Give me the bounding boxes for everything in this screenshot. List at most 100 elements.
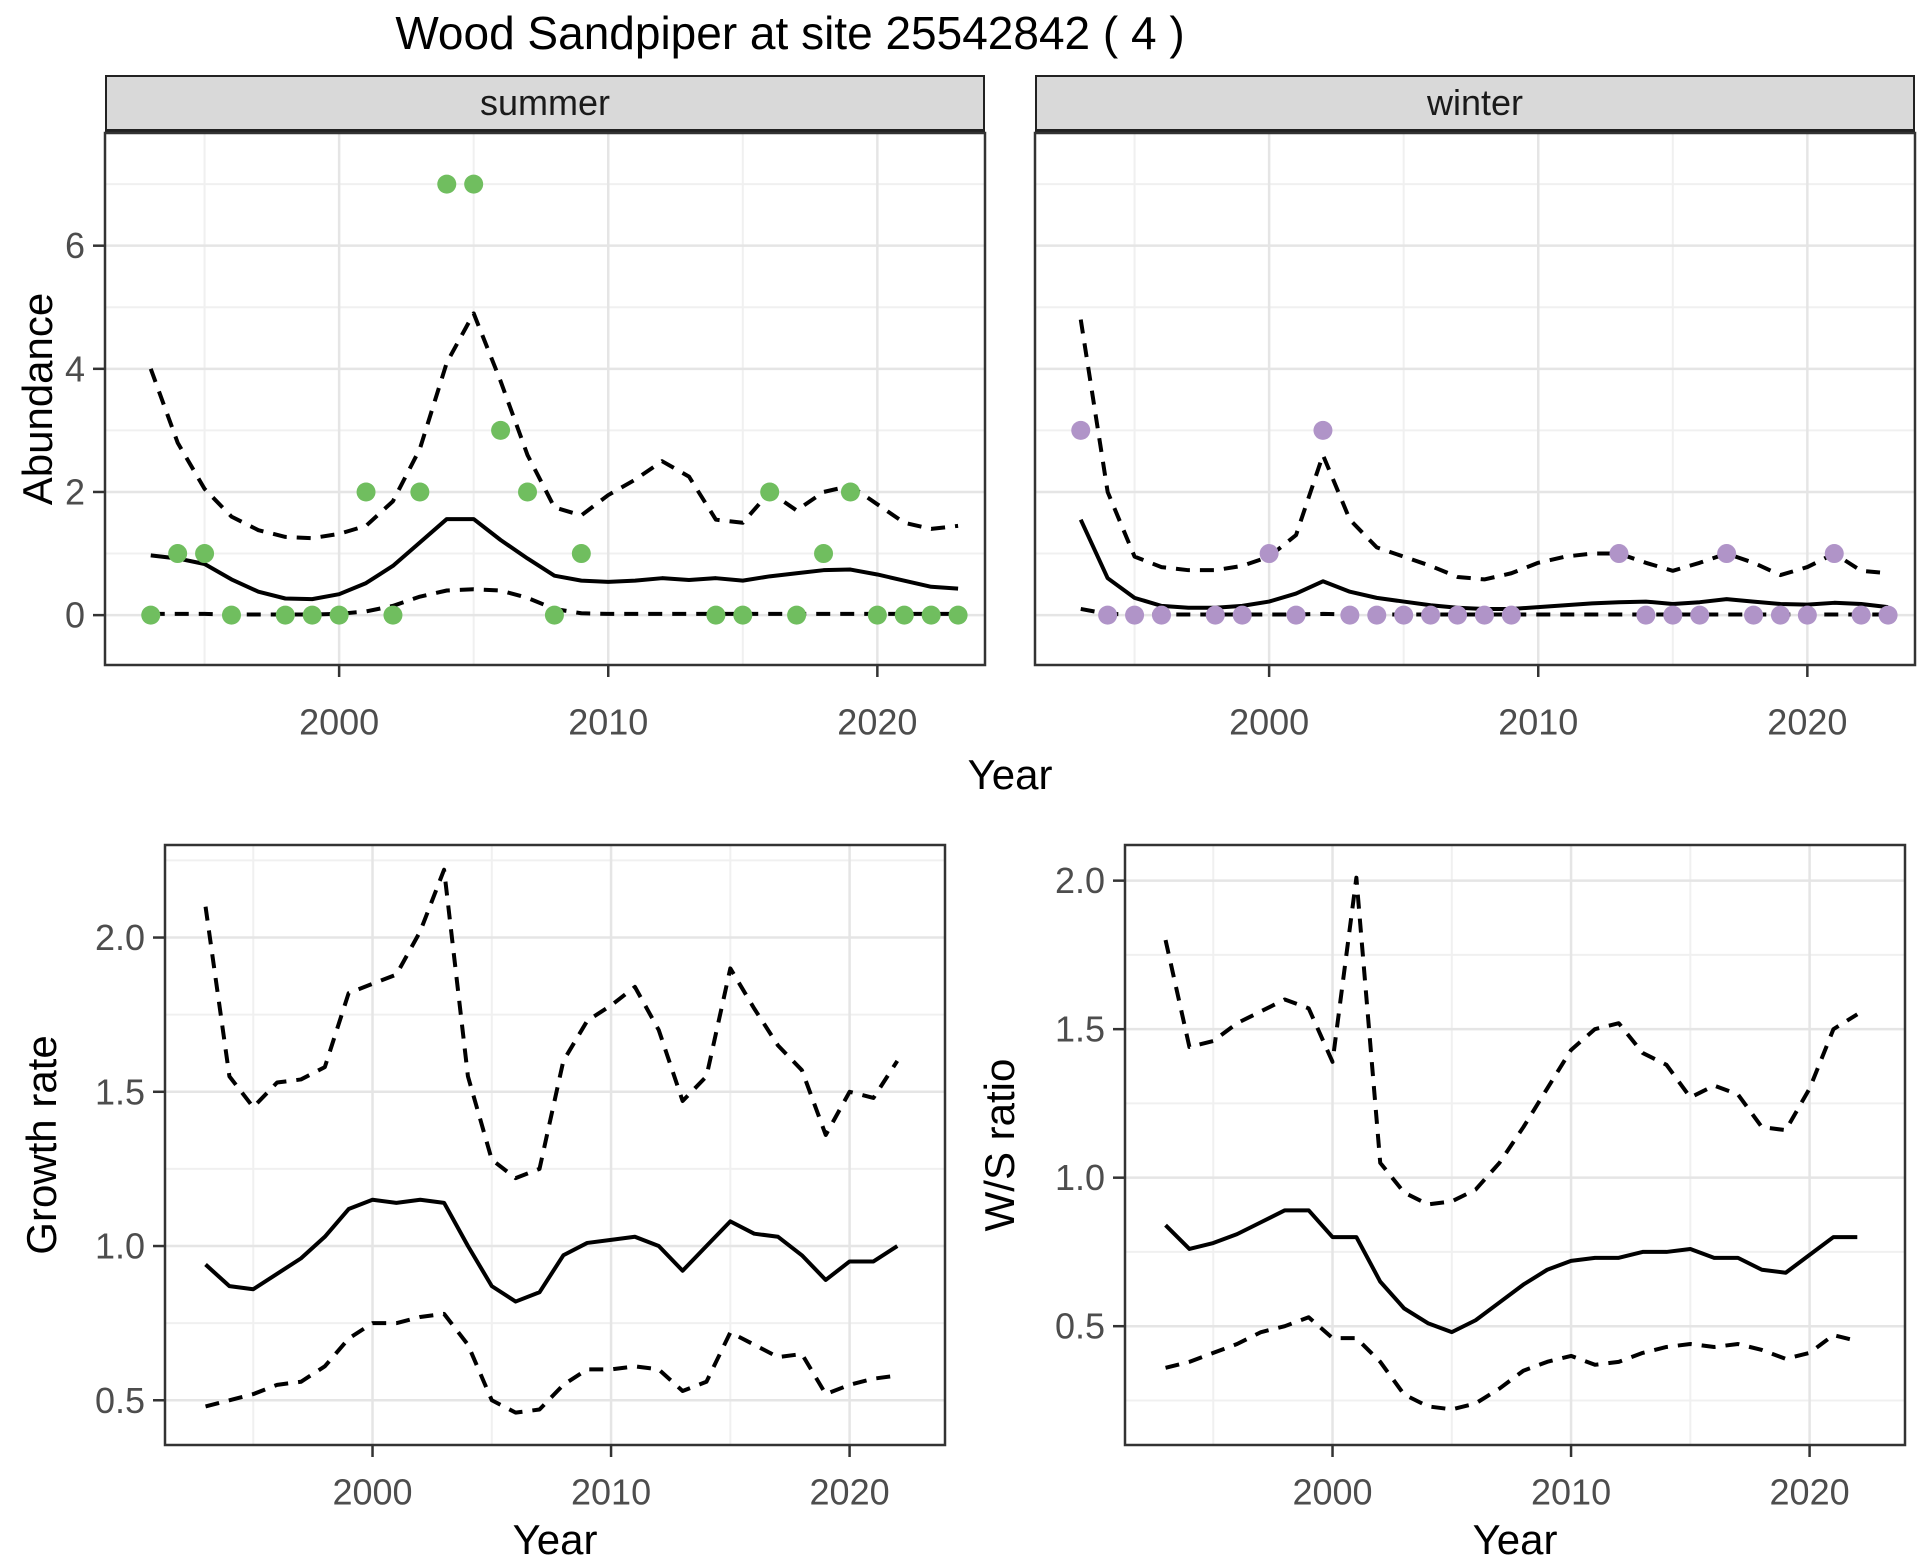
ws-ratio-panel-border — [1123, 843, 1907, 1447]
growth-rate-y-tick-label: 0.5 — [95, 1380, 145, 1421]
abundance-winter-data-point — [1636, 605, 1656, 625]
abundance-winter-data-point — [1286, 605, 1306, 625]
abundance-summer-x-tick-label: 2000 — [299, 702, 379, 743]
abundance-summer-data-point — [168, 544, 188, 564]
abundance-summer-data-point — [356, 482, 376, 502]
abundance-summer-panel-bg — [105, 133, 985, 665]
abundance-summer-data-point — [383, 605, 403, 625]
growth-rate-y-tick-label: 1.5 — [95, 1071, 145, 1112]
abundance-summer-panel-border — [103, 131, 987, 667]
ws-ratio-y-tick-label: 1.5 — [1055, 1009, 1105, 1050]
ws-ratio-lower-ci-line — [1165, 1315, 1858, 1412]
abundance-winter-panel-border — [1033, 131, 1917, 667]
abundance-summer-data-point — [464, 174, 484, 194]
abundance-summer-data-point — [544, 605, 564, 625]
abundance-summer-data-point — [195, 544, 215, 564]
abundance-summer-data-point — [948, 605, 968, 625]
abundance-summer-fit-line — [150, 517, 959, 602]
abundance-winter-data-point — [1663, 605, 1683, 625]
abundance-summer-data-point — [141, 605, 161, 625]
abundance-summer-data-point — [437, 174, 457, 194]
abundance-winter-data-point — [1501, 605, 1521, 625]
abundance-summer-data-point — [491, 420, 511, 440]
abundance-summer-data-point — [302, 605, 322, 625]
abundance-winter-data-point — [1690, 605, 1710, 625]
chart-title: Wood Sandpiper at site 25542842 ( 4 ) — [395, 7, 1185, 59]
abundance-summer-data-point — [814, 544, 834, 564]
ws-ratio-y-tick-label: 1.0 — [1055, 1157, 1105, 1198]
abundance-winter-data-point — [1421, 605, 1441, 625]
growth-rate-y-tick-label: 2.0 — [95, 917, 145, 958]
growth-rate-x-tick-label: 2000 — [332, 1472, 412, 1513]
abundance-winter-data-point — [1824, 544, 1844, 564]
abundance-summer-y-tick-label: 2 — [65, 471, 85, 512]
abundance-summer-data-point — [518, 482, 538, 502]
abundance-summer-data-point — [275, 605, 295, 625]
abundance-summer-data-point — [840, 482, 860, 502]
abundance-winter-data-point — [1098, 605, 1118, 625]
abundance-summer-data-point — [410, 482, 430, 502]
abundance-summer-data-point — [571, 544, 591, 564]
abundance-summer-data-point — [733, 605, 753, 625]
abundance-summer-data-point — [760, 482, 780, 502]
facet-strip-summer: summer — [105, 75, 985, 133]
growth-rate-fit-line — [204, 1197, 899, 1304]
abundance-winter-upper-ci-line — [1078, 319, 1889, 582]
facet-strip-winter-label: winter — [1426, 82, 1524, 123]
abundance-winter-panel-bg — [1035, 133, 1915, 665]
abundance-winter-data-point — [1448, 605, 1468, 625]
abundance-summer-data-point — [894, 605, 914, 625]
growth-rate-lower-ci-line — [205, 1311, 898, 1415]
abundance-summer-y-tick-label: 0 — [65, 595, 85, 636]
abundance-winter-data-point — [1851, 605, 1871, 625]
ws-ratio-panel-bg — [1125, 845, 1905, 1445]
abundance-summer-data-point — [921, 605, 941, 625]
x-axis-title-year-ws: Year — [1472, 1516, 1558, 1560]
abundance-winter-data-point — [1878, 605, 1898, 625]
facet-strip-winter: winter — [1035, 75, 1915, 133]
ws-ratio-x-tick-label: 2020 — [1770, 1472, 1850, 1513]
growth-rate-x-tick-label: 2020 — [810, 1472, 890, 1513]
abundance-winter-data-point — [1125, 605, 1145, 625]
growth-rate-y-tick-label: 1.0 — [95, 1226, 145, 1267]
abundance-summer-upper-ci-line — [148, 311, 959, 541]
abundance-winter-data-point — [1340, 605, 1360, 625]
abundance-winter-data-point — [1205, 605, 1225, 625]
abundance-summer-x-tick-label: 2020 — [837, 702, 917, 743]
abundance-summer-data-point — [787, 605, 807, 625]
abundance-winter-data-point — [1797, 605, 1817, 625]
abundance-winter-data-point — [1394, 605, 1414, 625]
abundance-winter-x-tick-label: 2020 — [1767, 702, 1847, 743]
abundance-winter-data-point — [1474, 605, 1494, 625]
abundance-summer-data-point — [329, 605, 349, 625]
abundance-winter-data-point — [1609, 544, 1629, 564]
abundance-winter-data-point — [1367, 605, 1387, 625]
abundance-winter-data-point — [1770, 605, 1790, 625]
abundance-summer-y-tick-label: 4 — [65, 348, 85, 389]
abundance-winter-data-point — [1071, 420, 1091, 440]
x-axis-title-year-growth: Year — [512, 1516, 598, 1560]
abundance-summer-y-tick-label: 6 — [65, 225, 85, 266]
x-axis-title-year-top: Year — [967, 751, 1053, 798]
abundance-winter-data-point — [1151, 605, 1171, 625]
facet-strip-summer-label: summer — [479, 82, 610, 123]
ws-ratio-upper-ci-line — [1163, 875, 1859, 1207]
abundance-winter-x-tick-label: 2000 — [1229, 702, 1309, 743]
growth-rate-panel-bg — [165, 845, 945, 1445]
growth-rate-panel-border — [163, 843, 947, 1447]
ws-ratio-x-tick-label: 2000 — [1292, 1472, 1372, 1513]
ws-ratio-y-tick-label: 2.0 — [1055, 860, 1105, 901]
abundance-winter-x-tick-label: 2010 — [1498, 702, 1578, 743]
abundance-winter-data-point — [1232, 605, 1252, 625]
abundance-winter-data-point — [1744, 605, 1764, 625]
growth-rate-upper-ci-line — [203, 867, 899, 1181]
abundance-winter-data-point — [1717, 544, 1737, 564]
abundance-summer-data-point — [221, 605, 241, 625]
abundance-summer-data-point — [706, 605, 726, 625]
growth-rate-x-tick-label: 2010 — [571, 1472, 651, 1513]
ws-ratio-fit-line — [1164, 1208, 1858, 1335]
ws-ratio-y-tick-label: 0.5 — [1055, 1306, 1105, 1347]
abundance-summer-data-point — [867, 605, 887, 625]
